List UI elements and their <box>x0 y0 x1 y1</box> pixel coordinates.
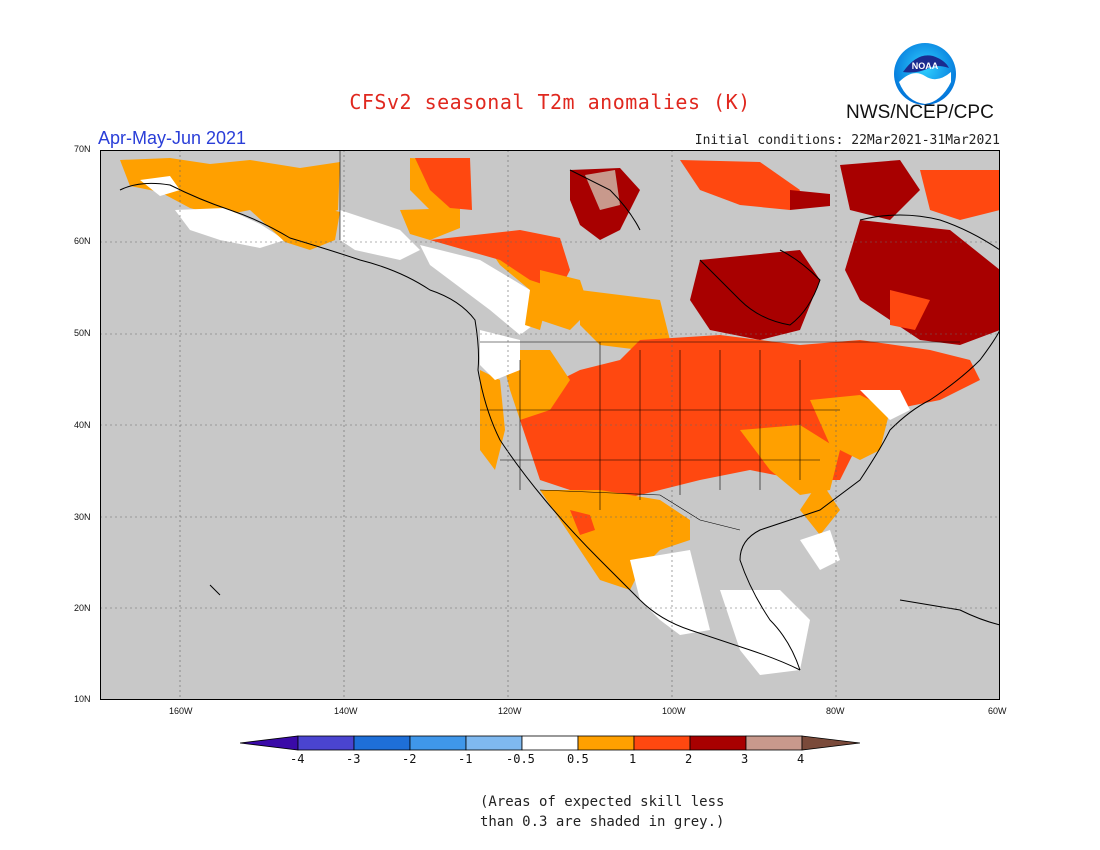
colorbar-segment <box>577 735 635 751</box>
colorbar-label: 1 <box>629 752 637 766</box>
colorbar-segment <box>689 735 747 751</box>
lon-label-60w: 60W <box>988 706 1007 716</box>
colorbar-arrow-high <box>801 735 860 751</box>
anomaly-shading <box>120 158 1000 675</box>
colorbar-segment <box>521 735 579 751</box>
map-frame <box>100 150 1000 700</box>
colorbar-segment <box>465 735 523 751</box>
lat-label-20n: 20N <box>74 603 91 613</box>
noaa-logo: NOAA <box>894 43 956 105</box>
colorbar-label: 2 <box>685 752 693 766</box>
colorbar-segment <box>297 735 355 751</box>
colorbar-label: -0.5 <box>506 752 535 766</box>
lat-label-60n: 60N <box>74 236 91 246</box>
colorbar-label: 3 <box>741 752 749 766</box>
lat-label-10n: 10N <box>74 694 91 704</box>
lon-label-120w: 120W <box>498 706 522 716</box>
anomaly-map <box>100 150 1000 700</box>
colorbar-label: -1 <box>458 752 473 766</box>
colorbar-label: -4 <box>290 752 305 766</box>
colorbar <box>240 735 860 751</box>
coastlines <box>119 169 1000 671</box>
forecast-period: Apr-May-Jun 2021 <box>98 128 247 148</box>
map-title: CFSv2 seasonal T2m anomalies (K) <box>349 90 751 114</box>
colorbar-label: 4 <box>797 752 805 766</box>
lon-label-80w: 80W <box>826 706 845 716</box>
skill-note: (Areas of expected skill less than 0.3 a… <box>480 792 724 832</box>
colorbar-segment <box>633 735 691 751</box>
colorbar-arrow-low <box>240 735 299 751</box>
lat-label-50n: 50N <box>74 328 91 338</box>
lon-label-140w: 140W <box>334 706 358 716</box>
skill-note-line-1: (Areas of expected skill less <box>480 794 725 810</box>
graticule <box>100 150 1000 700</box>
agency-label: NWS/NCEP/CPC <box>846 102 994 123</box>
colorbar-label: -3 <box>346 752 361 766</box>
initial-conditions: Initial conditions: 22Mar2021-31Mar2021 <box>694 133 1000 148</box>
colorbar-segment <box>353 735 411 751</box>
colorbar-label: -2 <box>402 752 417 766</box>
lat-label-30n: 30N <box>74 512 91 522</box>
colorbar-segments <box>240 735 860 751</box>
skill-note-line-2: than 0.3 are shaded in grey.) <box>480 814 725 830</box>
colorbar-segment <box>745 735 803 751</box>
lat-label-70n: 70N <box>74 144 91 154</box>
svg-text:NOAA: NOAA <box>912 61 939 71</box>
colorbar-segment <box>409 735 467 751</box>
lon-label-160w: 160W <box>169 706 193 716</box>
colorbar-label: 0.5 <box>567 752 589 766</box>
political-borders <box>339 150 960 531</box>
lon-label-100w: 100W <box>662 706 686 716</box>
lat-label-40n: 40N <box>74 420 91 430</box>
